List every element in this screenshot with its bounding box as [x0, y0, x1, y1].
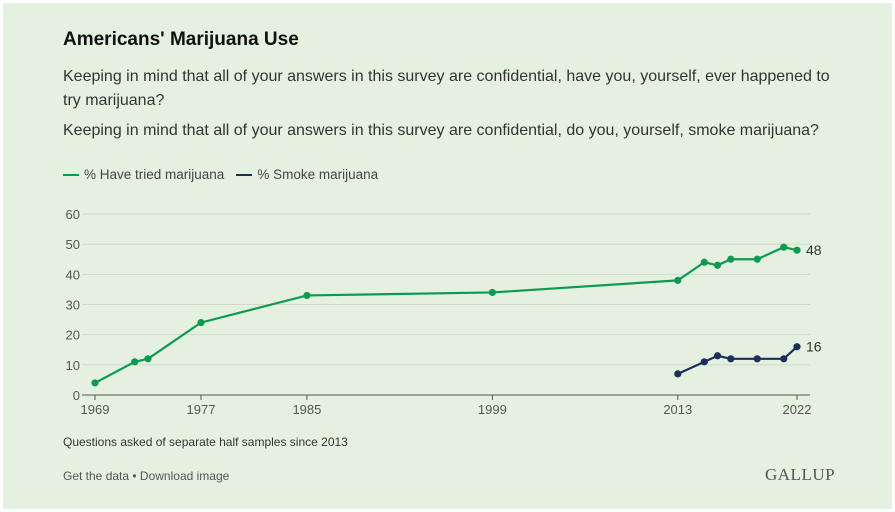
data-point — [713, 261, 722, 269]
data-point — [793, 343, 801, 351]
question-2: Keeping in mind that all of your answers… — [63, 122, 819, 139]
data-point — [700, 258, 708, 266]
legend-label: % Smoke marijuana — [257, 167, 379, 182]
x-tick-label: 1999 — [478, 402, 507, 417]
footnote: Questions asked of separate half samples… — [63, 435, 348, 449]
data-point — [303, 291, 311, 300]
data-point — [91, 379, 99, 387]
y-tick-label: 10 — [66, 358, 80, 373]
get-data-link[interactable]: Get the data — [63, 469, 130, 483]
x-tick-label: 2022 — [783, 402, 812, 417]
end-label: 48 — [806, 242, 822, 258]
y-tick-label: 50 — [66, 237, 80, 252]
download-image-link[interactable]: Download image — [139, 469, 230, 483]
question-1: Keeping in mind that all of your answers… — [63, 68, 830, 109]
data-point — [780, 243, 788, 251]
data-point — [727, 255, 735, 263]
legend-label: % Have tried marijuana — [84, 167, 225, 182]
separator: • — [129, 469, 140, 483]
chart-title: Americans' Marijuana Use — [63, 29, 299, 50]
footer-links: Get the data • Download image — [63, 469, 229, 483]
x-tick-label: 1977 — [187, 402, 216, 417]
series-line-0 — [94, 246, 798, 384]
legend: % Have tried marijuana % Smoke marijuana — [63, 167, 378, 182]
chart-card: Americans' Marijuana Use Keeping in mind… — [3, 3, 892, 509]
data-point — [131, 358, 139, 366]
y-tick-label: 30 — [66, 298, 80, 313]
series-line-1 — [677, 345, 798, 375]
data-point — [488, 288, 496, 297]
data-point — [713, 352, 722, 360]
data-point — [144, 355, 152, 363]
y-tick-label: 20 — [66, 328, 80, 343]
data-point — [793, 246, 801, 254]
data-point — [753, 255, 761, 263]
data-point — [700, 358, 708, 366]
y-tick-label: 0 — [73, 388, 80, 403]
x-tick-label: 1969 — [81, 402, 110, 417]
data-point — [197, 319, 205, 327]
y-tick-label: 40 — [66, 267, 80, 282]
data-point — [753, 355, 761, 363]
data-point — [674, 370, 682, 378]
legend-item-tried: % Have tried marijuana — [63, 167, 224, 182]
x-tick-label: 1985 — [292, 402, 321, 417]
x-tick-label: 2013 — [663, 402, 692, 417]
data-point — [727, 355, 735, 363]
end-label: 16 — [806, 339, 822, 355]
data-point — [780, 355, 788, 363]
y-tick-label: 60 — [66, 207, 80, 222]
data-point — [674, 276, 682, 284]
gallup-logo: GALLUP — [765, 465, 836, 484]
legend-item-smoke: % Smoke marijuana — [236, 167, 378, 182]
